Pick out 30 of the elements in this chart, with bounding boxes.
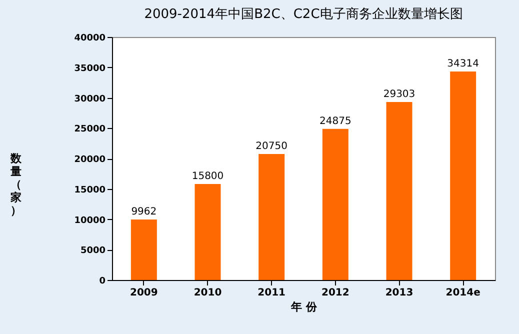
y-tick-label: 5000	[80, 246, 106, 256]
x-axis-title: 年 份	[290, 300, 318, 314]
chart-title: 2009-2014年中国B2C、C2C电子商务企业数量增长图	[144, 7, 463, 22]
y-tick-label: 10000	[74, 216, 106, 226]
bar	[194, 184, 221, 280]
data-label: 9962	[131, 206, 157, 218]
data-label: 29303	[383, 88, 416, 100]
x-tick-label: 2014e	[446, 288, 481, 298]
y-tick-label: 40000	[74, 34, 106, 44]
x-tick-label: 2012	[321, 288, 350, 298]
data-label: 24875	[320, 116, 352, 127]
y-tick-label: 0	[99, 276, 106, 286]
bar	[386, 102, 412, 280]
y-tick-label: 30000	[74, 94, 106, 104]
bar	[450, 72, 476, 280]
y-tick-label: 25000	[74, 124, 106, 135]
y-axis-title: 数量（家）	[10, 152, 23, 217]
bar	[258, 154, 285, 280]
bar	[130, 219, 157, 280]
x-tick-label: 2011	[258, 288, 286, 298]
data-label: 15800	[192, 171, 224, 182]
y-tick-label: 35000	[74, 64, 106, 74]
data-label: 34314	[447, 58, 479, 70]
y-tick-label: 15000	[74, 185, 106, 196]
data-label: 20750	[256, 140, 288, 152]
y-tick-label: 20000	[74, 155, 106, 165]
x-tick-label: 2010	[194, 288, 222, 298]
x-tick-label: 2013	[385, 288, 414, 298]
bar	[322, 128, 348, 280]
x-tick-label: 2009	[130, 288, 158, 298]
